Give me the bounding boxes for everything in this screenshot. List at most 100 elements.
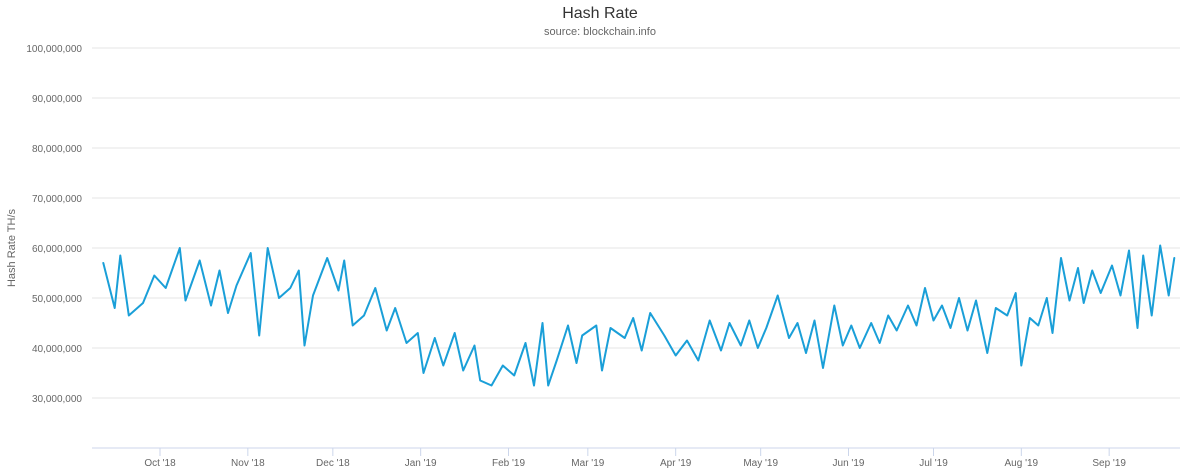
data-point bbox=[1060, 257, 1062, 259]
data-point bbox=[1015, 292, 1017, 294]
data-point bbox=[1120, 295, 1122, 297]
data-point bbox=[556, 360, 558, 362]
data-point bbox=[870, 322, 872, 324]
data-point bbox=[1151, 315, 1153, 317]
x-tick-label: Jan '19 bbox=[405, 458, 437, 469]
data-point bbox=[258, 335, 260, 337]
data-point bbox=[219, 270, 221, 272]
data-point bbox=[374, 287, 376, 289]
data-point bbox=[153, 275, 155, 277]
data-point bbox=[525, 342, 527, 344]
data-point bbox=[581, 335, 583, 337]
data-point bbox=[547, 385, 549, 387]
data-point bbox=[1142, 255, 1144, 257]
y-axis-title: Hash Rate TH/s bbox=[6, 208, 18, 287]
data-point bbox=[950, 327, 952, 329]
data-point bbox=[663, 335, 665, 337]
data-point bbox=[933, 320, 935, 322]
data-point bbox=[649, 312, 651, 314]
data-point bbox=[1077, 267, 1079, 269]
data-point bbox=[1046, 297, 1048, 299]
data-point bbox=[896, 330, 898, 332]
y-tick-label: 90,000,000 bbox=[32, 94, 82, 105]
data-point bbox=[777, 295, 779, 297]
data-point bbox=[363, 315, 365, 317]
data-point bbox=[454, 332, 456, 334]
data-point bbox=[479, 380, 481, 382]
data-point bbox=[975, 300, 977, 302]
data-point bbox=[995, 307, 997, 309]
data-point bbox=[788, 337, 790, 339]
data-point bbox=[1069, 300, 1071, 302]
data-point bbox=[805, 352, 807, 354]
data-point bbox=[822, 367, 824, 369]
data-point bbox=[1083, 302, 1085, 304]
data-point bbox=[709, 320, 711, 322]
data-point bbox=[185, 300, 187, 302]
x-tick-label: Jun '19 bbox=[833, 458, 865, 469]
data-point bbox=[513, 375, 515, 377]
x-tick-label: Oct '18 bbox=[144, 458, 176, 469]
y-tick-label: 100,000,000 bbox=[26, 44, 82, 55]
data-point bbox=[697, 360, 699, 362]
data-point bbox=[675, 355, 677, 357]
data-point bbox=[289, 287, 291, 289]
data-point bbox=[1100, 292, 1102, 294]
data-point bbox=[879, 342, 881, 344]
data-point bbox=[298, 270, 300, 272]
x-tick-label: Mar '19 bbox=[571, 458, 604, 469]
data-point bbox=[610, 327, 612, 329]
data-point bbox=[814, 320, 816, 322]
data-point bbox=[434, 337, 436, 339]
data-point bbox=[423, 372, 425, 374]
data-point bbox=[278, 297, 280, 299]
data-point bbox=[567, 325, 569, 327]
data-point bbox=[491, 385, 493, 387]
data-point bbox=[601, 370, 603, 372]
data-point bbox=[236, 285, 238, 287]
data-point bbox=[941, 305, 943, 307]
data-point bbox=[1137, 327, 1139, 329]
data-point bbox=[748, 320, 750, 322]
data-point bbox=[343, 260, 345, 262]
data-point bbox=[1029, 317, 1031, 319]
data-point bbox=[462, 370, 464, 372]
y-tick-label: 40,000,000 bbox=[32, 344, 82, 355]
data-point bbox=[304, 345, 306, 347]
data-point bbox=[394, 307, 396, 309]
data-point bbox=[797, 322, 799, 324]
data-point bbox=[765, 327, 767, 329]
data-point bbox=[624, 337, 626, 339]
y-tick-label: 50,000,000 bbox=[32, 294, 82, 305]
data-point bbox=[686, 340, 688, 342]
x-tick-label: Feb '19 bbox=[492, 458, 525, 469]
data-point bbox=[386, 330, 388, 332]
data-point bbox=[227, 312, 229, 314]
data-point bbox=[165, 287, 167, 289]
data-point bbox=[417, 332, 419, 334]
x-tick-label: Apr '19 bbox=[660, 458, 692, 469]
series-layer bbox=[102, 244, 1176, 387]
data-point bbox=[1111, 265, 1113, 267]
x-tick-label: May '19 bbox=[743, 458, 778, 469]
x-tick-label: Aug '19 bbox=[1005, 458, 1039, 469]
data-point bbox=[986, 352, 988, 354]
data-point bbox=[474, 345, 476, 347]
data-point bbox=[720, 350, 722, 352]
data-point bbox=[114, 307, 116, 309]
data-point bbox=[210, 305, 212, 307]
data-point bbox=[128, 315, 130, 317]
data-point bbox=[1128, 250, 1130, 252]
x-axis-ticks: Oct '18 Nov '18 Dec '18 Jan '19 Feb '19 Mar '… bbox=[144, 448, 1126, 469]
data-point bbox=[641, 350, 643, 352]
x-tick-label: Sep '19 bbox=[1092, 458, 1126, 469]
data-point bbox=[740, 345, 742, 347]
y-tick-label: 80,000,000 bbox=[32, 144, 82, 155]
data-point bbox=[1037, 325, 1039, 327]
data-point bbox=[924, 287, 926, 289]
data-point bbox=[907, 305, 909, 307]
data-point bbox=[542, 322, 544, 324]
data-point bbox=[1006, 315, 1008, 317]
data-point bbox=[1159, 245, 1161, 247]
